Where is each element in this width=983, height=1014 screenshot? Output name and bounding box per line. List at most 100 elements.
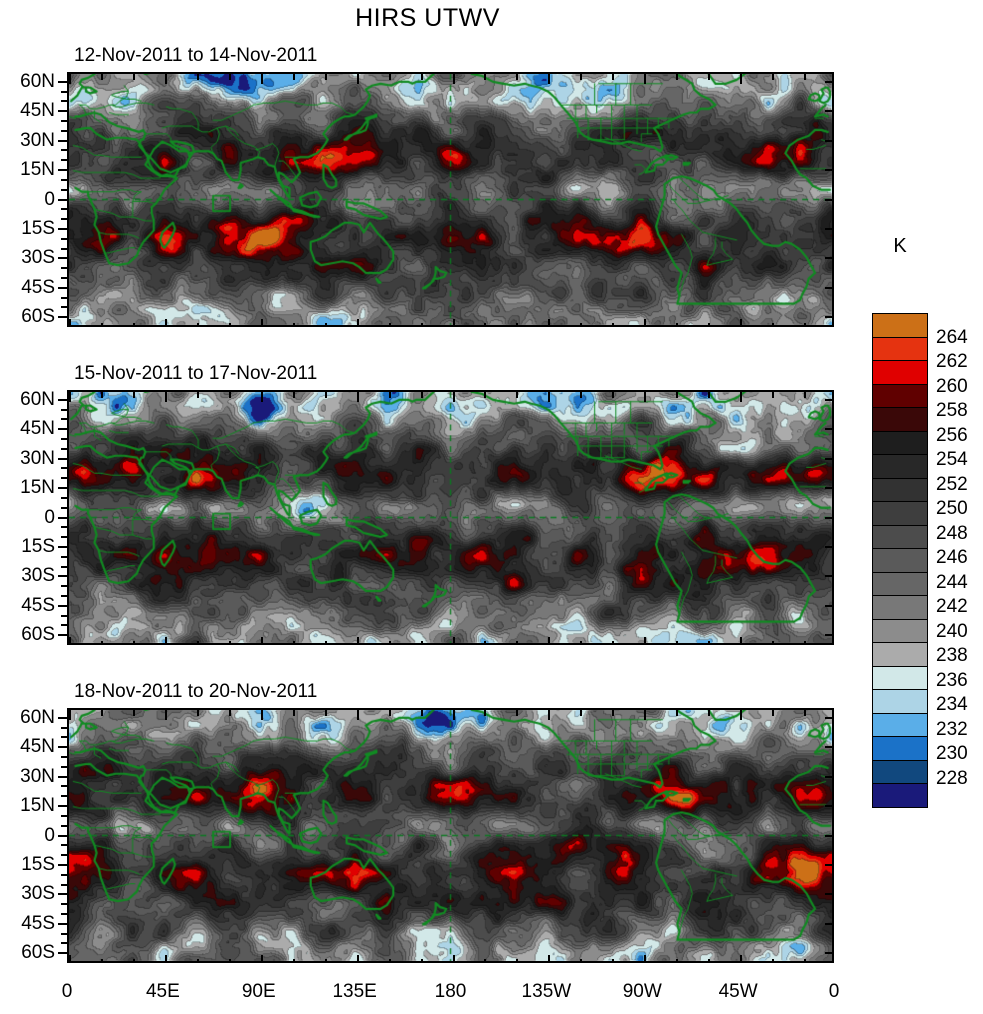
colorbar-swatch[interactable]: [872, 595, 928, 620]
x-tick-minor-inner: [388, 323, 391, 325]
y-tick-major: [58, 139, 67, 142]
y-tick-major-right: [825, 863, 834, 866]
x-tick-minor-inner: [516, 959, 519, 961]
x-tick-major-top: [452, 710, 455, 720]
colorbar-swatch[interactable]: [872, 571, 928, 597]
map-plot-area-0[interactable]: [67, 72, 834, 327]
x-tick-minor-inner: [516, 641, 519, 643]
y-tick-minor: [61, 756, 67, 759]
y-tick-minor: [61, 218, 67, 221]
x-tick-minor-top: [612, 710, 615, 716]
y-axis-label: 60N: [20, 388, 55, 410]
y-tick-minor: [61, 526, 67, 529]
colorbar-swatch[interactable]: [872, 548, 928, 573]
y-axis-label: 30S: [21, 247, 55, 269]
x-tick-major-inner: [260, 637, 263, 643]
colorbar-tick-label: 238: [936, 645, 968, 667]
x-tick-major-top: [452, 392, 455, 402]
y-tick-minor: [61, 247, 67, 250]
y-tick-minor: [61, 208, 67, 211]
y-axis-label: 30S: [21, 565, 55, 587]
x-axis-label: 180: [434, 981, 467, 1002]
x-tick-minor-inner: [292, 959, 295, 961]
x-tick-minor-top: [676, 710, 679, 716]
y-tick-minor: [61, 614, 67, 617]
y-tick-major: [58, 863, 67, 866]
x-tick-minor-top: [292, 74, 295, 80]
x-tick-minor-inner: [228, 641, 231, 643]
colorbar-swatch[interactable]: [872, 383, 928, 409]
x-tick-major-inner: [356, 319, 359, 325]
x-tick-minor-top: [516, 74, 519, 80]
x-tick-major-inner: [644, 637, 647, 643]
colorbar-swatch[interactable]: [872, 712, 928, 738]
colorbar-swatch[interactable]: [872, 665, 928, 691]
colorbar-swatch[interactable]: [872, 430, 928, 456]
y-axis-label: 15N: [20, 795, 55, 817]
colorbar-swatch[interactable]: [872, 501, 928, 526]
colorbar-swatch[interactable]: [872, 360, 928, 385]
y-tick-minor: [61, 276, 67, 279]
y-tick-minor: [61, 844, 67, 847]
x-tick-major-top: [548, 710, 551, 720]
x-tick-minor-inner: [100, 323, 103, 325]
colorbar-swatch[interactable]: [872, 689, 928, 714]
map-panel-0[interactable]: 12-Nov-2011 to 14-Nov-2011 60N 45N 30N 15N 0…: [20, 45, 834, 327]
x-tick-major-top: [164, 710, 167, 720]
y-tick-major-right: [825, 834, 834, 837]
x-tick-minor-inner: [708, 959, 711, 961]
x-tick-major-top: [548, 392, 551, 402]
x-tick-minor-inner: [772, 323, 775, 325]
colorbar-swatch[interactable]: [872, 618, 928, 644]
y-tick-minor: [61, 159, 67, 162]
colorbar-swatch[interactable]: [872, 642, 928, 667]
y-tick-minor: [61, 873, 67, 876]
x-tick-minor-top: [228, 710, 231, 716]
colorbar-swatch[interactable]: [872, 313, 928, 338]
x-tick-minor-inner: [580, 323, 583, 325]
x-tick-minor-inner: [484, 323, 487, 325]
x-tick-major-top: [548, 74, 551, 84]
y-tick-minor: [61, 932, 67, 935]
x-tick-minor-inner: [420, 323, 423, 325]
y-tick-major: [58, 316, 67, 319]
map-plot-area-2[interactable]: [67, 708, 834, 963]
y-tick-major: [58, 286, 67, 289]
y-tick-major-right: [825, 952, 834, 955]
colorbar-swatch[interactable]: [872, 736, 928, 761]
colorbar-swatch[interactable]: [872, 336, 928, 362]
x-tick-minor-inner: [292, 323, 295, 325]
colorbar[interactable]: 264 262 260 258 256 254 252 250 248 246 244 242 240 2…: [872, 313, 968, 828]
x-tick-minor-top: [772, 74, 775, 80]
x-tick-minor-top: [420, 710, 423, 716]
y-tick-major: [58, 516, 67, 519]
y-tick-minor: [61, 585, 67, 588]
colorbar-swatch[interactable]: [872, 477, 928, 503]
colorbar-swatch[interactable]: [872, 783, 928, 808]
x-tick-minor-inner: [100, 959, 103, 961]
colorbar-swatch[interactable]: [872, 759, 928, 785]
y-tick-major: [58, 428, 67, 431]
y-tick-minor: [61, 765, 67, 768]
map-panel-1[interactable]: 15-Nov-2011 to 17-Nov-2011 60N 45N 30N 15N 0…: [20, 363, 834, 645]
y-tick-major: [58, 746, 67, 749]
colorbar-swatch[interactable]: [872, 407, 928, 432]
y-axis-label: 60S: [21, 624, 55, 646]
y-tick-minor: [61, 795, 67, 798]
x-tick-minor-inner: [580, 959, 583, 961]
colorbar-swatch[interactable]: [872, 524, 928, 550]
y-tick-minor: [61, 854, 67, 857]
y-axis-label: 60S: [21, 306, 55, 328]
x-tick-major-inner: [260, 955, 263, 961]
map-canvas-0: [69, 74, 832, 325]
colorbar-tick-label: 248: [936, 522, 968, 544]
map-canvas-2: [69, 710, 832, 961]
x-tick-major-inner: [644, 319, 647, 325]
x-tick-major-inner: [164, 955, 167, 961]
y-axis-label: 45N: [20, 100, 55, 122]
map-panel-2[interactable]: 18-Nov-2011 to 20-Nov-2011 60N 45N 30N 15N 0…: [20, 681, 834, 963]
map-plot-area-1[interactable]: [67, 390, 834, 645]
colorbar-swatch[interactable]: [872, 454, 928, 479]
y-tick-minor: [61, 129, 67, 132]
y-tick-major-right: [825, 516, 834, 519]
